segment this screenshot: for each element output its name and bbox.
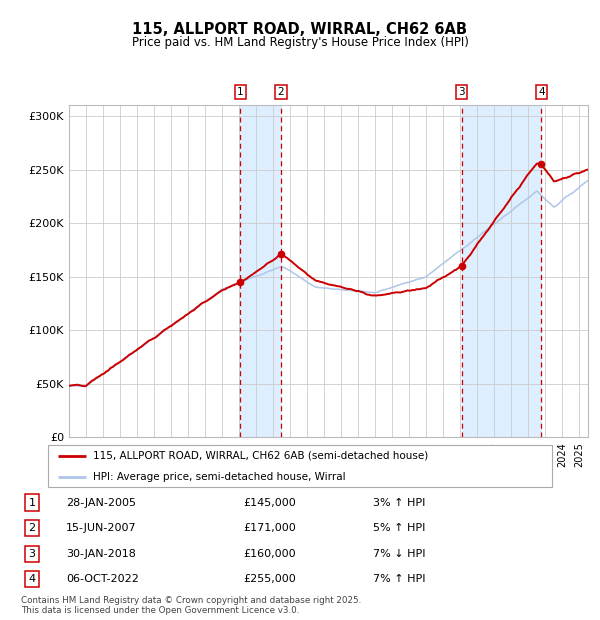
Text: 3: 3 xyxy=(29,549,35,559)
Text: 3% ↑ HPI: 3% ↑ HPI xyxy=(373,498,425,508)
Bar xyxy=(241,105,281,437)
Text: 4: 4 xyxy=(29,574,35,584)
Text: £145,000: £145,000 xyxy=(244,498,296,508)
Text: 3: 3 xyxy=(458,87,465,97)
Text: 1: 1 xyxy=(29,498,35,508)
FancyBboxPatch shape xyxy=(48,445,552,487)
Text: 115, ALLPORT ROAD, WIRRAL, CH62 6AB (semi-detached house): 115, ALLPORT ROAD, WIRRAL, CH62 6AB (sem… xyxy=(94,451,428,461)
Text: 7% ↑ HPI: 7% ↑ HPI xyxy=(373,574,426,584)
Text: £171,000: £171,000 xyxy=(244,523,296,533)
Text: 115, ALLPORT ROAD, WIRRAL, CH62 6AB: 115, ALLPORT ROAD, WIRRAL, CH62 6AB xyxy=(133,22,467,37)
Text: 30-JAN-2018: 30-JAN-2018 xyxy=(66,549,136,559)
Text: 5% ↑ HPI: 5% ↑ HPI xyxy=(373,523,425,533)
Text: £160,000: £160,000 xyxy=(244,549,296,559)
Text: 15-JUN-2007: 15-JUN-2007 xyxy=(66,523,137,533)
Text: 1: 1 xyxy=(237,87,244,97)
Text: HPI: Average price, semi-detached house, Wirral: HPI: Average price, semi-detached house,… xyxy=(94,472,346,482)
Text: 28-JAN-2005: 28-JAN-2005 xyxy=(66,498,136,508)
Text: £255,000: £255,000 xyxy=(244,574,296,584)
Bar xyxy=(462,105,541,437)
Text: 2: 2 xyxy=(278,87,284,97)
Text: 06-OCT-2022: 06-OCT-2022 xyxy=(66,574,139,584)
Text: 4: 4 xyxy=(538,87,545,97)
Text: Price paid vs. HM Land Registry's House Price Index (HPI): Price paid vs. HM Land Registry's House … xyxy=(131,36,469,49)
Text: 7% ↓ HPI: 7% ↓ HPI xyxy=(373,549,426,559)
Text: 2: 2 xyxy=(29,523,35,533)
Text: Contains HM Land Registry data © Crown copyright and database right 2025.
This d: Contains HM Land Registry data © Crown c… xyxy=(21,596,361,615)
